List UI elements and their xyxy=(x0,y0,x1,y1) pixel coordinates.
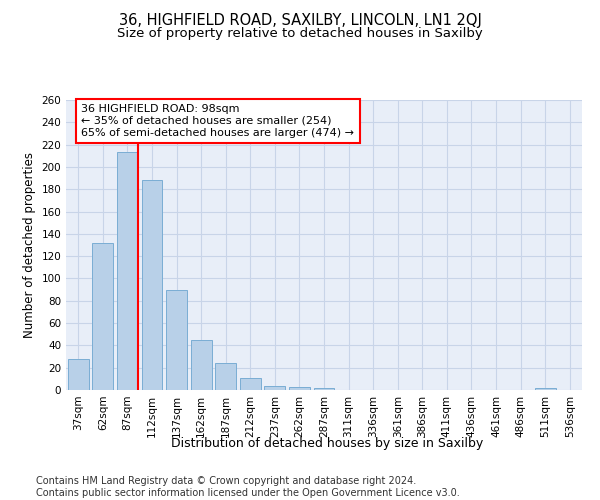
Text: Contains HM Land Registry data © Crown copyright and database right 2024.
Contai: Contains HM Land Registry data © Crown c… xyxy=(36,476,460,498)
Bar xyxy=(191,340,212,390)
Bar xyxy=(240,378,261,390)
Bar xyxy=(92,243,113,390)
Bar xyxy=(117,152,138,390)
Text: Distribution of detached houses by size in Saxilby: Distribution of detached houses by size … xyxy=(171,438,483,450)
Bar xyxy=(314,388,334,390)
Bar xyxy=(265,386,286,390)
Bar xyxy=(68,359,89,390)
Bar xyxy=(215,363,236,390)
Text: 36, HIGHFIELD ROAD, SAXILBY, LINCOLN, LN1 2QJ: 36, HIGHFIELD ROAD, SAXILBY, LINCOLN, LN… xyxy=(119,12,481,28)
Text: Size of property relative to detached houses in Saxilby: Size of property relative to detached ho… xyxy=(117,28,483,40)
Bar xyxy=(535,388,556,390)
Bar xyxy=(142,180,163,390)
Bar xyxy=(166,290,187,390)
Y-axis label: Number of detached properties: Number of detached properties xyxy=(23,152,36,338)
Bar xyxy=(289,386,310,390)
Text: 36 HIGHFIELD ROAD: 98sqm
← 35% of detached houses are smaller (254)
65% of semi-: 36 HIGHFIELD ROAD: 98sqm ← 35% of detach… xyxy=(82,104,355,138)
